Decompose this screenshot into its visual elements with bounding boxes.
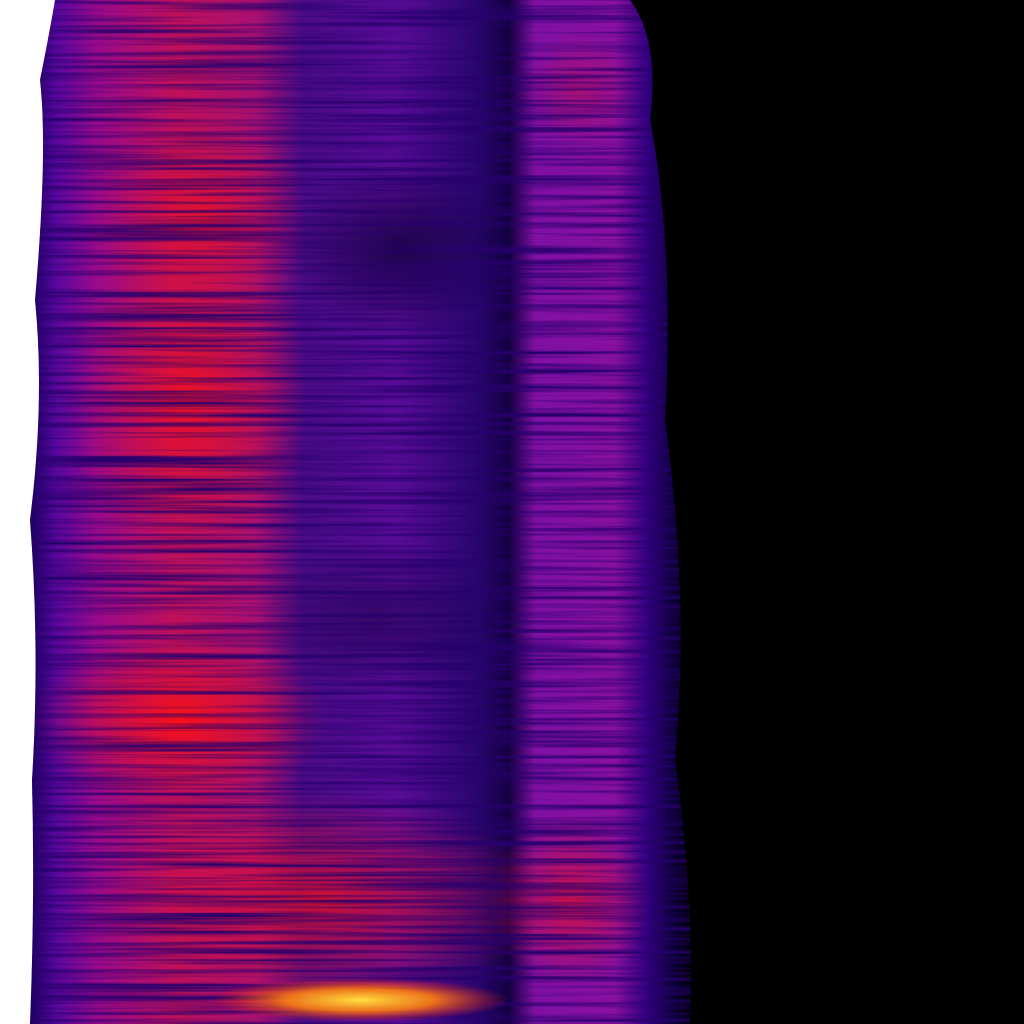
spectrum [30, 0, 691, 1024]
streak-texture [30, 0, 691, 1024]
peak-region [210, 978, 510, 1022]
